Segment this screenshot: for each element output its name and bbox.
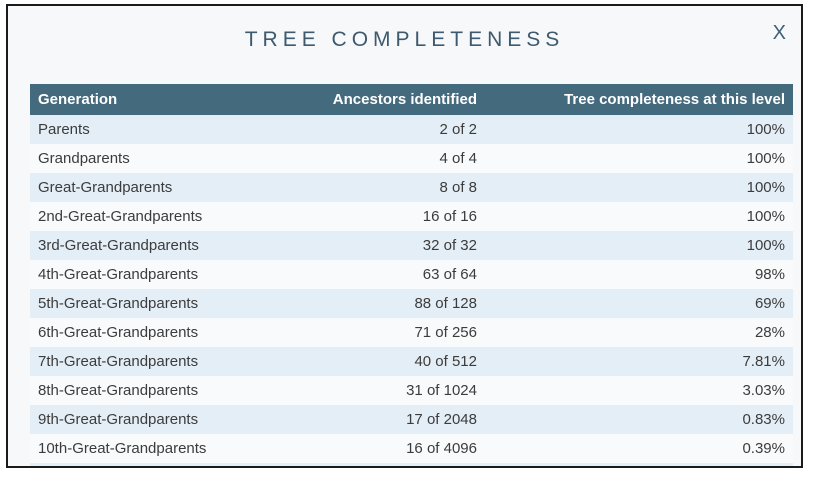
modal-title: TREE COMPLETENESS bbox=[244, 28, 565, 51]
completeness-cell: 100% bbox=[485, 173, 793, 202]
completeness-cell: 0.39% bbox=[485, 434, 793, 463]
ancestors-cell: 63 of 64 bbox=[310, 260, 485, 289]
generation-cell: 3rd-Great-Grandparents bbox=[30, 231, 310, 260]
close-icon[interactable]: X bbox=[772, 22, 786, 44]
completeness-cell: 100% bbox=[485, 115, 793, 144]
column-header-ancestors: Ancestors identified bbox=[310, 84, 485, 115]
ancestors-cell: 71 of 256 bbox=[310, 318, 485, 347]
generation-cell: 7th-Great-Grandparents bbox=[30, 347, 310, 376]
completeness-cell: 100% bbox=[485, 144, 793, 173]
ancestors-cell: 2 of 2 bbox=[310, 115, 485, 144]
ancestors-cell: 31 of 1024 bbox=[310, 376, 485, 405]
column-header-completeness: Tree completeness at this level bbox=[485, 84, 793, 115]
ancestors-cell: 40 of 512 bbox=[310, 347, 485, 376]
tree-completeness-modal: TREE COMPLETENESS X Generation Ancestors… bbox=[6, 4, 803, 468]
completeness-cell: 28% bbox=[485, 318, 793, 347]
ancestors-cell: 16 of 16 bbox=[310, 202, 485, 231]
ancestors-cell: 88 of 128 bbox=[310, 289, 485, 318]
ancestors-cell: 17 of 2048 bbox=[310, 405, 485, 434]
generation-cell: 6th-Great-Grandparents bbox=[30, 318, 310, 347]
table-row: Grandparents 4 of 4 100% bbox=[30, 144, 793, 173]
table-row: 10th-Great-Grandparents 16 of 4096 0.39% bbox=[30, 434, 793, 463]
completeness-cell: 69% bbox=[485, 289, 793, 318]
table-body: Parents 2 of 2 100% Grandparents 4 of 4 100% G… bbox=[30, 115, 793, 463]
completeness-cell: 0.83% bbox=[485, 405, 793, 434]
completeness-cell: 100% bbox=[485, 202, 793, 231]
table-header-row: Generation Ancestors identified Tree com… bbox=[30, 84, 793, 115]
table-row: 8th-Great-Grandparents 31 of 1024 3.03% bbox=[30, 376, 793, 405]
partial-next-row bbox=[30, 463, 793, 466]
generation-cell: 2nd-Great-Grandparents bbox=[30, 202, 310, 231]
generation-cell: Grandparents bbox=[30, 144, 310, 173]
generation-cell: 9th-Great-Grandparents bbox=[30, 405, 310, 434]
ancestors-cell: 4 of 4 bbox=[310, 144, 485, 173]
tree-completeness-table: Generation Ancestors identified Tree com… bbox=[30, 84, 793, 466]
generation-cell: 8th-Great-Grandparents bbox=[30, 376, 310, 405]
table-row: 5th-Great-Grandparents 88 of 128 69% bbox=[30, 289, 793, 318]
generation-cell: 10th-Great-Grandparents bbox=[30, 434, 310, 463]
completeness-cell: 3.03% bbox=[485, 376, 793, 405]
ancestors-cell: 32 of 32 bbox=[310, 231, 485, 260]
table-row: 3rd-Great-Grandparents 32 of 32 100% bbox=[30, 231, 793, 260]
data-table: Generation Ancestors identified Tree com… bbox=[30, 84, 793, 463]
table-row: 6th-Great-Grandparents 71 of 256 28% bbox=[30, 318, 793, 347]
table-row: Great-Grandparents 8 of 8 100% bbox=[30, 173, 793, 202]
table-row: 7th-Great-Grandparents 40 of 512 7.81% bbox=[30, 347, 793, 376]
generation-cell: 4th-Great-Grandparents bbox=[30, 260, 310, 289]
ancestors-cell: 16 of 4096 bbox=[310, 434, 485, 463]
completeness-cell: 7.81% bbox=[485, 347, 793, 376]
completeness-cell: 100% bbox=[485, 231, 793, 260]
table-row: Parents 2 of 2 100% bbox=[30, 115, 793, 144]
table-row: 9th-Great-Grandparents 17 of 2048 0.83% bbox=[30, 405, 793, 434]
generation-cell: Parents bbox=[30, 115, 310, 144]
table-row: 2nd-Great-Grandparents 16 of 16 100% bbox=[30, 202, 793, 231]
table-row: 4th-Great-Grandparents 63 of 64 98% bbox=[30, 260, 793, 289]
completeness-cell: 98% bbox=[485, 260, 793, 289]
column-header-generation: Generation bbox=[30, 84, 310, 115]
generation-cell: Great-Grandparents bbox=[30, 173, 310, 202]
ancestors-cell: 8 of 8 bbox=[310, 173, 485, 202]
generation-cell: 5th-Great-Grandparents bbox=[30, 289, 310, 318]
